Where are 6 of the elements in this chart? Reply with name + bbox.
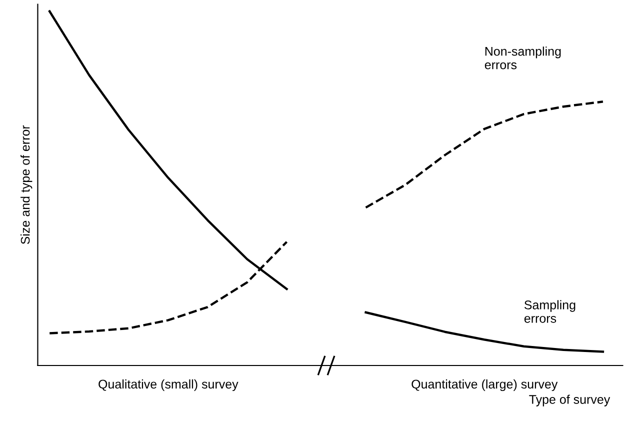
x-axis-title: Type of survey: [529, 394, 610, 406]
x-tick-label: Qualitative (small) survey: [98, 379, 238, 392]
series-label: Sampling errors: [524, 300, 576, 323]
text: Non-sampling errors: [484, 46, 561, 70]
x-tick-label: Quantitative (large) survey: [412, 379, 558, 392]
y-axis-title: Size and type of error: [20, 125, 32, 244]
